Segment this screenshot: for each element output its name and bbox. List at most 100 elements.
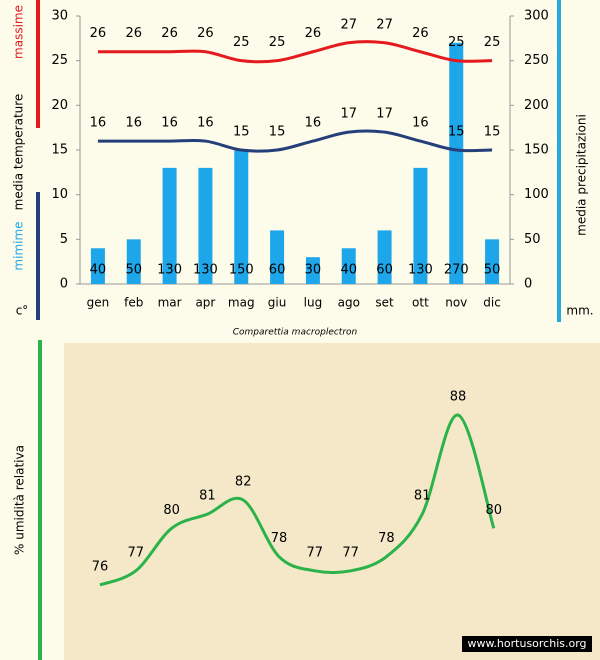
value-label: 27 [340, 17, 357, 32]
bar [341, 248, 356, 284]
y-tick-label: 5 [60, 232, 68, 247]
value-label: 26 [305, 26, 322, 41]
value-label: 16 [161, 116, 178, 131]
value-label: 77 [342, 545, 359, 560]
value-label: 130 [157, 263, 182, 278]
y-tick-label: 30 [51, 9, 68, 24]
bar [449, 42, 464, 284]
y-tick-label: 10 [51, 187, 68, 202]
value-label: 17 [376, 107, 393, 122]
bar [198, 167, 213, 284]
value-label: 17 [340, 107, 357, 122]
value-label: 50 [125, 263, 142, 278]
y2-tick-label: 150 [524, 143, 549, 158]
series-label: mimime [12, 221, 26, 270]
value-label: 130 [408, 263, 433, 278]
bar [126, 239, 141, 284]
y-tick-label: 0 [60, 277, 68, 292]
x-tick-label: dic [483, 296, 501, 310]
value-label: 80 [163, 503, 180, 518]
bar [305, 257, 320, 284]
value-label: 76 [92, 560, 109, 575]
value-label: 150 [229, 263, 254, 278]
bar [234, 150, 249, 284]
x-tick-label: ago [338, 296, 360, 310]
value-label: 60 [376, 263, 393, 278]
value-label: 78 [271, 531, 288, 546]
y-axis-unit: c° [16, 304, 29, 318]
x-tick-label: lug [304, 296, 323, 310]
line [99, 413, 496, 587]
value-label: 82 [235, 475, 252, 490]
value-label: 16 [125, 116, 142, 131]
value-label: 16 [197, 116, 214, 131]
value-label: 81 [199, 489, 216, 504]
value-label: 30 [305, 263, 322, 278]
bar [162, 167, 177, 284]
series-label: massime [12, 5, 26, 59]
y2-axis-label: media precipitazioni [575, 114, 589, 236]
value-label: 15 [269, 125, 286, 140]
watermark-bg [462, 636, 592, 652]
value-label: 270 [444, 263, 469, 278]
value-label: 25 [448, 35, 465, 50]
x-tick-label: nov [445, 296, 467, 310]
y2-tick-label: 100 [524, 187, 549, 202]
x-tick-label: ott [412, 296, 429, 310]
value-label: 16 [305, 116, 322, 131]
value-label: 15 [233, 125, 250, 140]
y-tick-label: 15 [51, 143, 68, 158]
value-label: 81 [414, 489, 431, 504]
value-label: 88 [450, 390, 467, 405]
y2-tick-label: 200 [524, 98, 549, 113]
x-tick-label: gen [87, 296, 110, 310]
value-label: 40 [340, 263, 357, 278]
y2-tick-label: 300 [524, 9, 549, 24]
value-label: 16 [412, 116, 429, 131]
y-tick-label: 25 [51, 53, 68, 68]
value-label: 15 [484, 125, 501, 140]
value-label: 40 [90, 263, 107, 278]
value-label: 25 [484, 35, 501, 50]
value-label: 15 [448, 125, 465, 140]
y-axis-label: % umidità relativa [13, 445, 27, 555]
x-tick-label: apr [195, 296, 215, 310]
value-label: 25 [269, 35, 286, 50]
line [97, 129, 493, 153]
value-label: 77 [128, 545, 145, 560]
value-label: 26 [90, 26, 107, 41]
x-tick-label: giu [268, 296, 287, 310]
bar [90, 248, 105, 284]
value-label: 26 [125, 26, 142, 41]
x-tick-label: mar [158, 296, 182, 310]
caption: Comparettia macroplectron [233, 328, 358, 338]
value-label: 130 [193, 263, 218, 278]
x-tick-label: feb [124, 296, 143, 310]
bar [485, 239, 500, 284]
y2-axis-unit: mm. [566, 304, 593, 318]
y-tick-label: 20 [51, 98, 68, 113]
bar [377, 230, 392, 284]
y2-tick-label: 250 [524, 53, 549, 68]
watermark: www.hortusorchis.org [467, 637, 586, 650]
y2-tick-label: 50 [524, 232, 541, 247]
value-label: 25 [233, 35, 250, 50]
value-label: 77 [307, 545, 324, 560]
value-label: 26 [161, 26, 178, 41]
bar [270, 230, 285, 284]
value-label: 78 [378, 531, 395, 546]
value-label: 26 [197, 26, 214, 41]
x-tick-label: mag [228, 296, 255, 310]
value-label: 16 [90, 116, 107, 131]
value-label: 80 [486, 503, 503, 518]
value-label: 50 [484, 263, 501, 278]
bar [413, 167, 428, 284]
y2-tick-label: 0 [524, 277, 532, 292]
line [97, 40, 493, 64]
x-tick-label: set [375, 296, 394, 310]
value-label: 26 [412, 26, 429, 41]
value-label: 60 [269, 263, 286, 278]
value-label: 27 [376, 17, 393, 32]
